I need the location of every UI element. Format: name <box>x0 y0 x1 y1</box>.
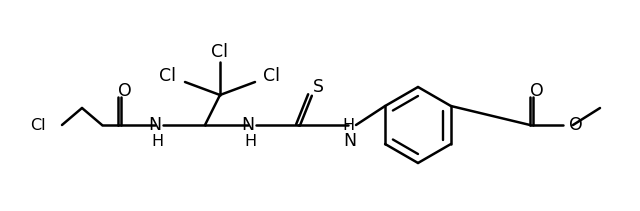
Text: N: N <box>148 116 161 134</box>
Text: H: H <box>342 118 354 133</box>
Text: Cl: Cl <box>263 67 280 85</box>
Text: Cl: Cl <box>30 118 45 133</box>
Text: Cl: Cl <box>211 43 228 61</box>
Text: N: N <box>344 132 356 150</box>
Text: O: O <box>530 82 544 100</box>
Text: S: S <box>312 78 323 96</box>
Text: H: H <box>151 134 163 149</box>
Text: N: N <box>241 116 255 134</box>
Text: Cl: Cl <box>159 67 176 85</box>
Text: O: O <box>118 82 132 100</box>
Text: O: O <box>569 116 583 134</box>
Text: H: H <box>244 134 256 149</box>
